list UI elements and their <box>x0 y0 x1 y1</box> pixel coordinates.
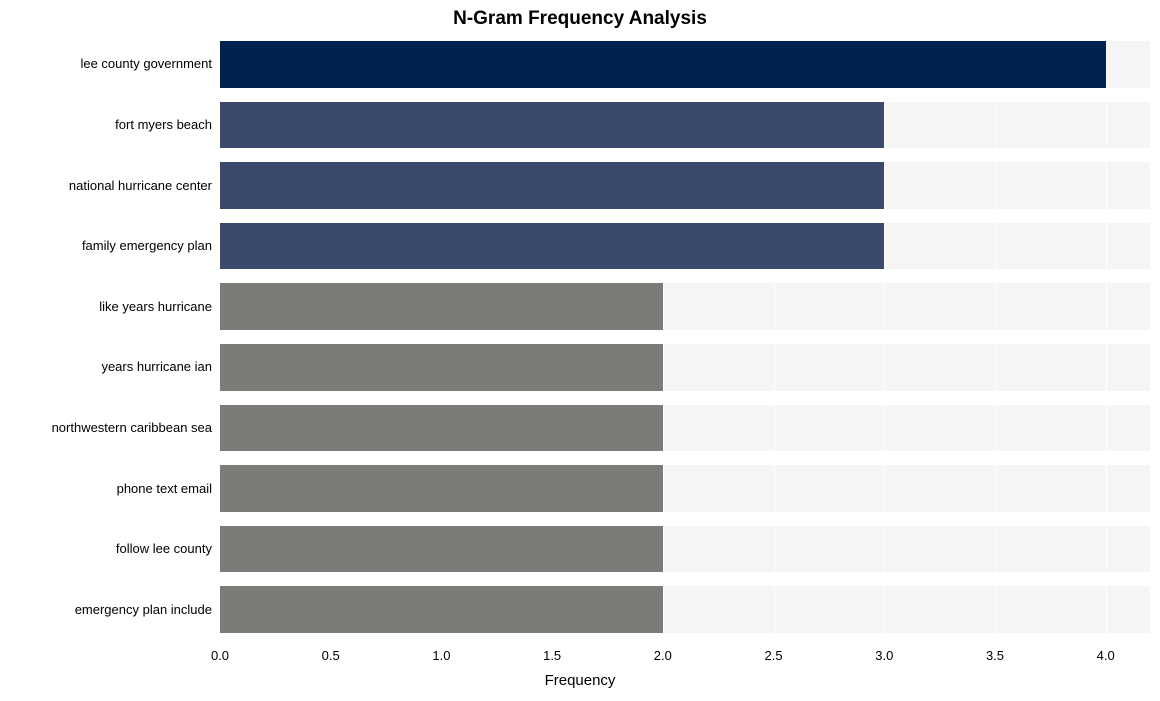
x-tick-label: 0.0 <box>200 648 240 663</box>
grid-band <box>220 391 1150 405</box>
grid-band <box>220 451 1150 465</box>
grid-line <box>995 34 996 640</box>
bar <box>220 344 663 391</box>
plot-area <box>220 34 1150 640</box>
grid-line <box>884 34 885 640</box>
grid-band <box>220 512 1150 526</box>
bar <box>220 102 884 149</box>
grid-band <box>220 572 1150 586</box>
y-tick-label: emergency plan include <box>12 603 212 616</box>
bar <box>220 405 663 452</box>
ngram-chart: N-Gram Frequency Analysis Frequency 0.0 0… <box>0 0 1160 701</box>
bar <box>220 162 884 209</box>
x-tick-label: 1.0 <box>421 648 461 663</box>
grid-line <box>1106 34 1107 640</box>
x-tick-label: 0.5 <box>311 648 351 663</box>
grid-band <box>220 34 1150 41</box>
y-tick-label: years hurricane ian <box>12 360 212 373</box>
x-tick-label: 2.5 <box>754 648 794 663</box>
grid-band <box>220 269 1150 283</box>
y-tick-label: like years hurricane <box>12 300 212 313</box>
bar <box>220 586 663 633</box>
y-tick-label: lee county government <box>12 57 212 70</box>
grid-band <box>220 633 1150 640</box>
y-tick-label: follow lee county <box>12 542 212 555</box>
x-tick-label: 3.0 <box>864 648 904 663</box>
grid-band <box>220 88 1150 102</box>
y-tick-label: national hurricane center <box>12 179 212 192</box>
bar <box>220 41 1106 88</box>
x-tick-label: 4.0 <box>1086 648 1126 663</box>
chart-title: N-Gram Frequency Analysis <box>0 8 1160 30</box>
x-tick-label: 3.5 <box>975 648 1015 663</box>
grid-band <box>220 209 1150 223</box>
x-tick-label: 1.5 <box>532 648 572 663</box>
grid-band <box>220 148 1150 162</box>
grid-band <box>220 330 1150 344</box>
bar <box>220 283 663 330</box>
y-tick-label: fort myers beach <box>12 118 212 131</box>
bar <box>220 526 663 573</box>
y-tick-label: northwestern caribbean sea <box>12 421 212 434</box>
bar <box>220 223 884 270</box>
x-tick-label: 2.0 <box>643 648 683 663</box>
x-axis-label: Frequency <box>0 672 1160 689</box>
bar <box>220 465 663 512</box>
y-tick-label: phone text email <box>12 482 212 495</box>
y-tick-label: family emergency plan <box>12 239 212 252</box>
